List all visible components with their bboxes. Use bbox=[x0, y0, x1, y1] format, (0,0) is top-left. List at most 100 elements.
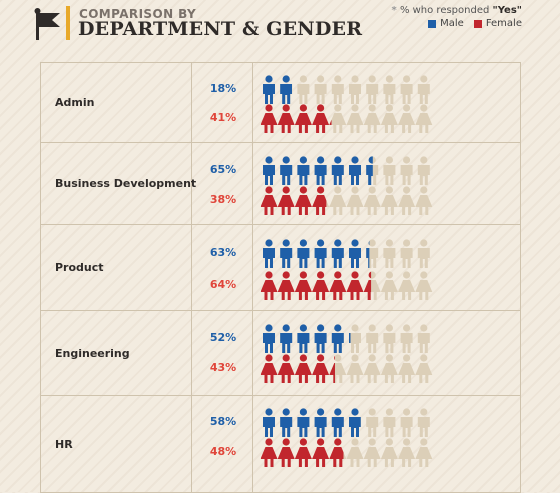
male-person-icon-filled bbox=[280, 75, 292, 104]
female-person-icon-filled bbox=[261, 438, 278, 467]
female-person-icon-filled bbox=[277, 354, 295, 383]
female-person-icon-filled bbox=[261, 104, 278, 133]
female-person-icon bbox=[363, 271, 381, 300]
row-divider bbox=[41, 224, 520, 225]
comparison-table: Admin 18% 41% Business Development 65% 38% Pro… bbox=[40, 62, 521, 493]
title-line1: COMPARISON BY bbox=[79, 7, 197, 21]
male-person-icon-filled bbox=[263, 408, 275, 437]
male-person-icon-filled bbox=[331, 408, 344, 437]
row-divider bbox=[41, 142, 520, 143]
male-person-icon-filled bbox=[314, 239, 327, 268]
male-person-icon-filled bbox=[331, 156, 344, 185]
male-person-icon-filled bbox=[366, 240, 370, 268]
female-person-icon bbox=[363, 186, 381, 215]
department-label: Business Development bbox=[55, 177, 197, 190]
column-divider bbox=[252, 63, 253, 493]
female-person-icon bbox=[415, 104, 433, 133]
female-person-icon bbox=[398, 354, 416, 383]
female-person-icon bbox=[346, 186, 364, 215]
female-icons-value bbox=[261, 438, 344, 467]
legend: Male Female bbox=[428, 18, 522, 29]
male-person-icon bbox=[400, 239, 413, 268]
male-percent-label: 52% bbox=[209, 331, 237, 344]
female-person-icon-filled bbox=[329, 438, 344, 467]
department-label: Admin bbox=[55, 96, 95, 109]
female-person-icon-filled bbox=[277, 104, 295, 133]
male-person-icon bbox=[383, 239, 396, 268]
male-person-icon-filled bbox=[314, 408, 327, 437]
female-person-icon-filled bbox=[294, 104, 312, 133]
male-person-icon-filled bbox=[263, 75, 275, 104]
female-person-icon-filled bbox=[363, 271, 372, 300]
female-person-icon bbox=[363, 354, 381, 383]
male-person-icon-filled bbox=[297, 239, 310, 268]
female-icons-value bbox=[261, 354, 335, 383]
male-person-icon bbox=[417, 156, 430, 185]
legend-note: * % who responded "Yes" bbox=[392, 5, 522, 16]
female-icons-value bbox=[261, 186, 327, 215]
female-person-icon bbox=[380, 104, 398, 133]
table-row: Engineering 52% 43% bbox=[41, 311, 520, 396]
legend-swatch-female bbox=[473, 19, 482, 28]
female-person-icon-filled bbox=[294, 354, 312, 383]
male-person-icon-filled bbox=[349, 333, 351, 343]
female-person-icon-filled bbox=[312, 104, 330, 133]
male-person-icon-filled bbox=[297, 156, 310, 185]
male-person-icon bbox=[383, 156, 396, 185]
page-title: DEPARTMENT & GENDER bbox=[78, 18, 363, 40]
pictograph bbox=[260, 156, 433, 215]
male-person-icon bbox=[400, 75, 413, 104]
legend-label-female: Female bbox=[485, 18, 522, 29]
male-person-icon bbox=[383, 408, 396, 437]
header: COMPARISON BY DEPARTMENT & GENDER * % wh… bbox=[0, 0, 560, 48]
male-person-icon-filled bbox=[280, 324, 293, 353]
female-person-icon bbox=[415, 186, 433, 215]
female-person-icon-filled bbox=[261, 354, 278, 383]
male-person-icon bbox=[417, 324, 430, 353]
male-person-icon bbox=[349, 324, 361, 353]
female-icons-value bbox=[261, 104, 332, 133]
female-person-icon bbox=[398, 438, 416, 467]
male-icons-value bbox=[263, 324, 351, 353]
female-percent-label: 43% bbox=[209, 361, 237, 374]
female-person-icon bbox=[329, 186, 347, 215]
female-icons-value bbox=[261, 271, 372, 300]
female-person-icon-filled bbox=[312, 271, 330, 300]
male-percent-label: 63% bbox=[209, 246, 237, 259]
female-person-icon-filled bbox=[277, 186, 295, 215]
male-person-icon bbox=[314, 75, 327, 104]
department-label: HR bbox=[55, 437, 73, 451]
male-icons-value bbox=[263, 75, 292, 104]
pictograph bbox=[260, 408, 433, 467]
female-person-icon bbox=[398, 271, 416, 300]
male-percent-label: 58% bbox=[209, 415, 237, 428]
female-percent-label: 41% bbox=[209, 111, 237, 124]
female-person-icon bbox=[380, 186, 398, 215]
pictograph bbox=[260, 324, 433, 383]
female-person-icon bbox=[398, 104, 416, 133]
note-star: * bbox=[391, 5, 397, 16]
female-person-icon bbox=[346, 438, 364, 467]
male-person-icon bbox=[366, 408, 379, 437]
female-person-icon-filled bbox=[329, 271, 347, 300]
title-accent-bar bbox=[66, 6, 70, 40]
female-person-icon bbox=[346, 354, 364, 383]
male-percent-label: 18% bbox=[209, 82, 237, 95]
male-person-icon-filled bbox=[314, 324, 327, 353]
female-person-icon bbox=[363, 438, 381, 467]
female-person-icon bbox=[380, 438, 398, 467]
female-person-icon bbox=[346, 104, 364, 133]
male-person-icon bbox=[366, 324, 379, 353]
male-person-icon-filled bbox=[314, 156, 327, 185]
male-percent-label: 65% bbox=[209, 163, 237, 176]
note-text: % who responded bbox=[399, 5, 493, 16]
department-label: Engineering bbox=[55, 346, 130, 360]
female-percent-label: 48% bbox=[209, 445, 237, 458]
female-person-icon bbox=[329, 354, 347, 383]
female-person-icon-filled bbox=[277, 438, 295, 467]
male-person-icon-filled bbox=[280, 239, 293, 268]
female-person-icon-filled bbox=[294, 438, 312, 467]
row-divider bbox=[41, 310, 520, 311]
female-person-icon bbox=[415, 354, 433, 383]
male-person-icon-filled bbox=[297, 324, 310, 353]
